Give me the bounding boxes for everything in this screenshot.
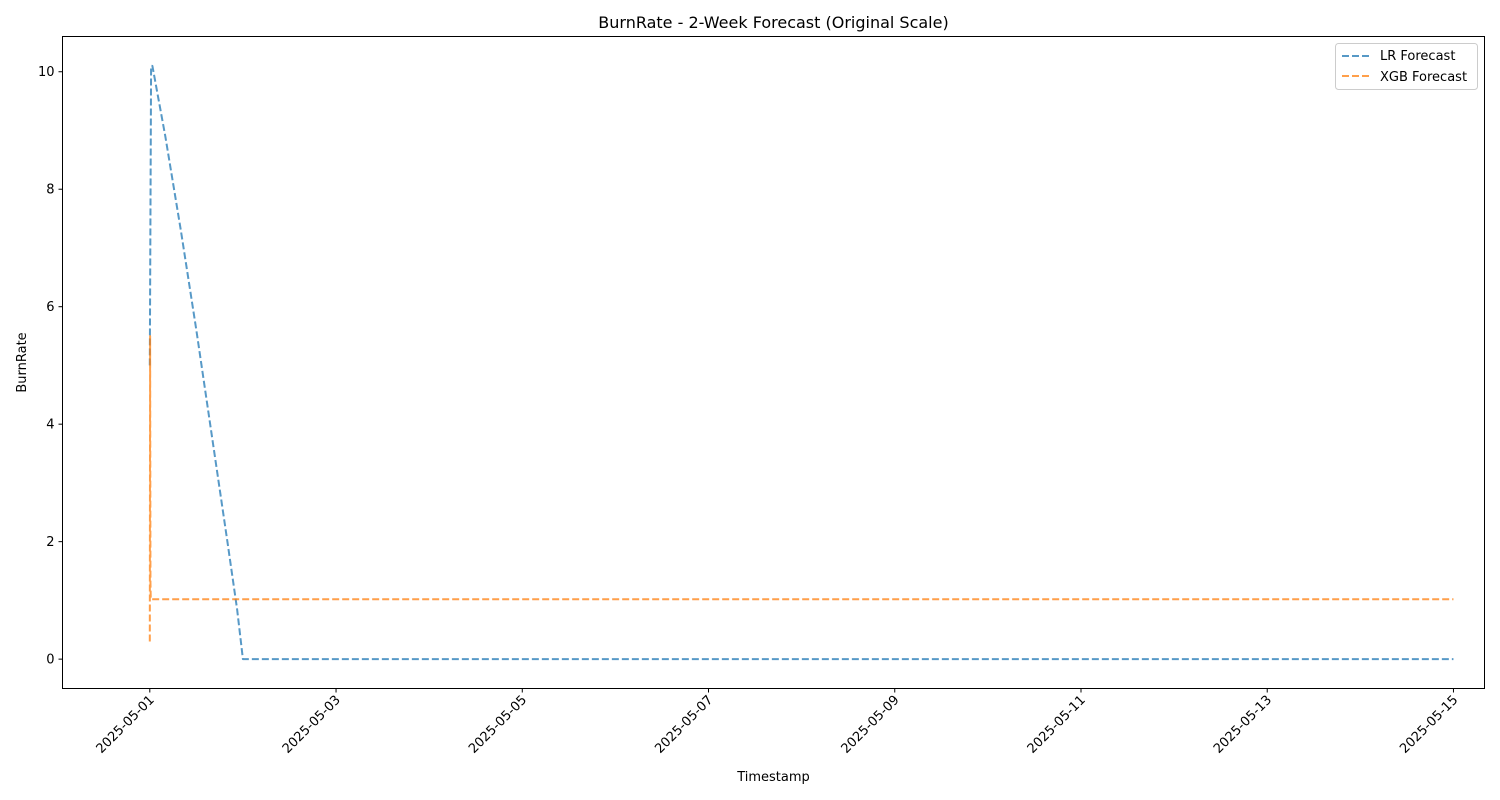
y-axis: 0 2 4 6 8 10 <box>38 65 63 668</box>
series-line-xgb-forecast <box>148 335 1454 642</box>
y-tick-label: 4 <box>46 418 54 433</box>
y-tick-label: 2 <box>46 535 54 550</box>
y-tick-label: 8 <box>46 183 54 198</box>
series-line-lr-forecast <box>148 64 1454 661</box>
series-layer <box>148 64 1454 661</box>
y-axis-label: BurnRate <box>15 332 30 392</box>
legend: LR Forecast XGB Forecast <box>1335 43 1478 90</box>
plot-frame <box>62 36 1485 689</box>
y-tick-label: 6 <box>46 300 54 315</box>
chart-title: BurnRate - 2-Week Forecast (Original Sca… <box>598 13 948 32</box>
x-axis-label: Timestamp <box>736 770 810 785</box>
legend-box <box>1335 43 1478 90</box>
legend-label-xgb: XGB Forecast <box>1380 70 1467 85</box>
y-tick-label: 10 <box>38 65 55 80</box>
plot-area <box>62 36 1485 689</box>
legend-label-lr: LR Forecast <box>1380 49 1455 64</box>
y-tick-label: 0 <box>46 653 54 668</box>
